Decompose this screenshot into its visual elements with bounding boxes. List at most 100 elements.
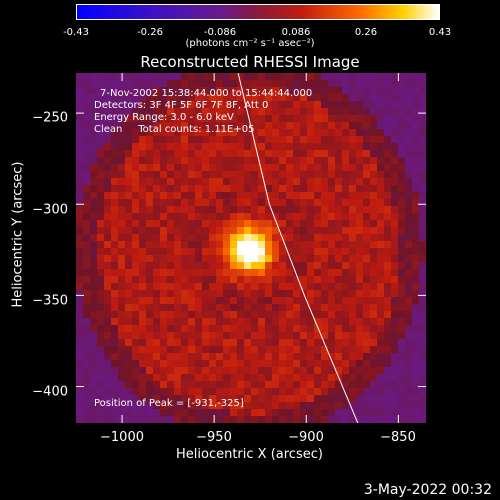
- heatmap-cell: [230, 136, 238, 144]
- heatmap-cell: [314, 388, 322, 396]
- heatmap-cell: [83, 227, 91, 235]
- heatmap-cell: [167, 255, 175, 263]
- heatmap-cell: [132, 73, 140, 81]
- heatmap-cell: [174, 213, 182, 221]
- heatmap-cell: [209, 283, 217, 291]
- heatmap-cell: [125, 374, 133, 382]
- heatmap-cell: [160, 248, 168, 256]
- heatmap-cell: [300, 381, 308, 389]
- heatmap-cell: [272, 262, 280, 270]
- heatmap-cell: [160, 395, 168, 403]
- heatmap-cell: [349, 150, 357, 158]
- heatmap-cell: [384, 206, 392, 214]
- heatmap-cell: [76, 101, 84, 109]
- heatmap-cell: [132, 262, 140, 270]
- heatmap-cell: [342, 381, 350, 389]
- heatmap-cell: [230, 143, 238, 151]
- heatmap-cell: [90, 353, 98, 361]
- heatmap-cell: [328, 157, 336, 165]
- heatmap-cell: [265, 269, 273, 277]
- heatmap-cell: [335, 241, 343, 249]
- heatmap-cell: [223, 276, 231, 284]
- heatmap-cell: [209, 402, 217, 410]
- heatmap-cell: [391, 234, 399, 242]
- heatmap-cell: [363, 136, 371, 144]
- heatmap-cell: [132, 283, 140, 291]
- heatmap-cell: [167, 213, 175, 221]
- heatmap-cell: [314, 248, 322, 256]
- heatmap-cell: [307, 136, 315, 144]
- heatmap-cell: [377, 73, 385, 81]
- heatmap-cell: [202, 171, 210, 179]
- heatmap-cell: [90, 332, 98, 340]
- heatmap-cell: [230, 325, 238, 333]
- heatmap-cell: [132, 185, 140, 193]
- heatmap-cell: [342, 318, 350, 326]
- heatmap-cell: [377, 304, 385, 312]
- heatmap-cell: [118, 129, 126, 137]
- heatmap-cell: [398, 409, 406, 417]
- heatmap-cell: [209, 220, 217, 228]
- heatmap-cell: [97, 227, 105, 235]
- heatmap-cell: [356, 143, 364, 151]
- heatmap-cell: [356, 157, 364, 165]
- heatmap-cell: [377, 94, 385, 102]
- heatmap-cell: [160, 115, 168, 123]
- heatmap-cell: [321, 80, 329, 88]
- heatmap-cell: [125, 241, 133, 249]
- heatmap-cell: [160, 360, 168, 368]
- heatmap-cell: [146, 213, 154, 221]
- heatmap-cell: [419, 129, 426, 137]
- heatmap-cell: [139, 325, 147, 333]
- heatmap-cell: [83, 304, 91, 312]
- heatmap-cell: [139, 234, 147, 242]
- heatmap-cell: [118, 255, 126, 263]
- heatmap-cell: [202, 374, 210, 382]
- heatmap-cell: [160, 136, 168, 144]
- heatmap-cell: [307, 304, 315, 312]
- heatmap-cell: [104, 276, 112, 284]
- heatmap-cell: [195, 318, 203, 326]
- heatmap-cell: [356, 269, 364, 277]
- heatmap-cell: [132, 101, 140, 109]
- heatmap-cell: [335, 115, 343, 123]
- heatmap-cell: [279, 276, 287, 284]
- heatmap-cell: [195, 353, 203, 361]
- heatmap-cell: [181, 416, 189, 423]
- heatmap-cell: [118, 381, 126, 389]
- heatmap-cell: [307, 101, 315, 109]
- heatmap-cell: [377, 150, 385, 158]
- heatmap-cell: [370, 101, 378, 109]
- heatmap-cell: [251, 108, 259, 116]
- heatmap-cell: [83, 143, 91, 151]
- heatmap-cell: [125, 416, 133, 423]
- heatmap-cell: [391, 318, 399, 326]
- heatmap-cell: [391, 143, 399, 151]
- heatmap-cell: [286, 213, 294, 221]
- heatmap-cell: [195, 409, 203, 417]
- heatmap-cell: [230, 360, 238, 368]
- heatmap-cell: [314, 360, 322, 368]
- heatmap-cell: [230, 108, 238, 116]
- heatmap-cell: [118, 206, 126, 214]
- heatmap-cell: [167, 290, 175, 298]
- heatmap-cell: [230, 101, 238, 109]
- heatmap-cell: [195, 416, 203, 423]
- heatmap-cell: [342, 248, 350, 256]
- heatmap-cell: [83, 234, 91, 242]
- heatmap-cell: [370, 73, 378, 81]
- heatmap-cell: [321, 367, 329, 375]
- heatmap-cell: [202, 241, 210, 249]
- heatmap-cell: [125, 143, 133, 151]
- heatmap-cell: [237, 157, 245, 165]
- heatmap-cell: [391, 367, 399, 375]
- heatmap-cell: [188, 381, 196, 389]
- heatmap-cell: [321, 136, 329, 144]
- heatmap-cell: [202, 122, 210, 130]
- heatmap-cell: [244, 199, 252, 207]
- heatmap-cell: [202, 192, 210, 200]
- heatmap-cell: [195, 283, 203, 291]
- heatmap-cell: [258, 101, 266, 109]
- heatmap-cell: [321, 178, 329, 186]
- heatmap-cell: [76, 374, 84, 382]
